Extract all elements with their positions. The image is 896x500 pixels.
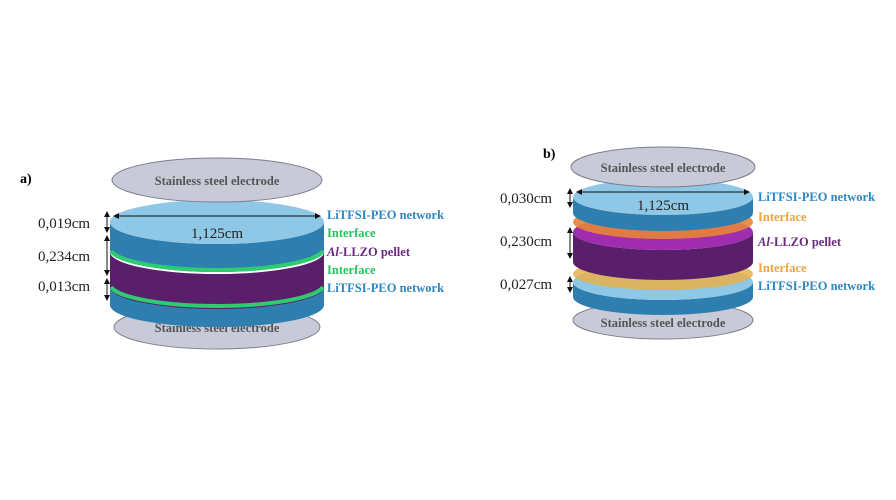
- layer-label: Al-LLZO pellet: [757, 235, 842, 249]
- thickness-label: 0,230cm: [500, 234, 552, 250]
- thickness-label: 0,027cm: [500, 277, 552, 293]
- top-peo-face: [573, 179, 753, 215]
- top-interface: [109, 249, 325, 272]
- layer-label: Interface: [327, 263, 376, 277]
- top-peo-layer: [573, 197, 753, 231]
- llzo-pellet: [110, 252, 324, 309]
- layer-label: Al-LLZO pellet: [326, 245, 411, 259]
- top-peo-face: [110, 200, 324, 244]
- panel-tag: b): [543, 147, 556, 162]
- layer-label: LiTFSI-PEO network: [758, 279, 875, 293]
- layer-label: LiTFSI-PEO network: [327, 208, 444, 222]
- thickness-label: 0,030cm: [500, 191, 552, 207]
- layer-label: LiTFSI-PEO network: [327, 281, 444, 295]
- top-electrode: [570, 146, 756, 188]
- bottom-peo-layer: [110, 285, 324, 327]
- diameter-label: 1,125cm: [191, 226, 243, 242]
- panel-b: b) Stainless steel electrode Stainless s…: [500, 146, 875, 340]
- bottom-peo-layer: [573, 282, 753, 315]
- diameter-label: 1,125cm: [637, 198, 689, 214]
- llzo-pellet: [573, 232, 753, 280]
- top-electrode-label: Stainless steel electrode: [601, 161, 726, 175]
- layer-label: Interface: [758, 261, 807, 275]
- panel-tag: a): [20, 172, 32, 187]
- bottom-electrode-label: Stainless steel electrode: [601, 316, 726, 330]
- bottom-interface: [109, 285, 325, 308]
- thickness-label: 0,019cm: [38, 216, 90, 232]
- top-peo-layer: [110, 222, 324, 272]
- top-electrode-label: Stainless steel electrode: [155, 174, 280, 188]
- layer-label: Interface: [327, 226, 376, 240]
- thickness-label: 0,234cm: [38, 249, 90, 265]
- panel-a: a) Stainless steel electrode Stainless s…: [20, 157, 444, 350]
- layer-label: LiTFSI-PEO network: [758, 190, 875, 204]
- layer-label: Interface: [758, 210, 807, 224]
- thickness-label: 0,013cm: [38, 279, 90, 295]
- top-electrode: [111, 157, 323, 203]
